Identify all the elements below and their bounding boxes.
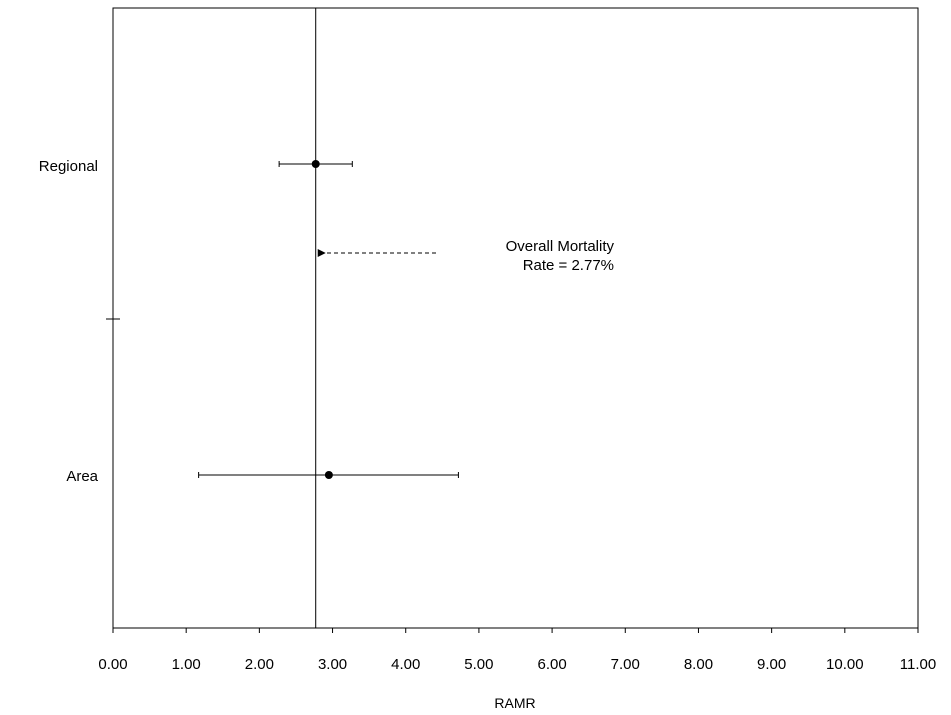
- plot-area-frame: [112, 7, 919, 629]
- x-tick-label-8: 8.00: [684, 656, 713, 673]
- x-tick-label-2: 2.00: [245, 656, 274, 673]
- data-point-regional: [311, 160, 320, 168]
- x-tick-label-7: 7.00: [611, 656, 640, 673]
- x-axis-title: RAMR: [494, 695, 535, 711]
- data-series: [198, 160, 459, 479]
- x-tick-label-10: 10.00: [826, 656, 864, 673]
- category-label-area: Area: [66, 468, 98, 485]
- data-point-area: [324, 471, 333, 479]
- category-label-regional: Regional: [39, 158, 98, 175]
- x-axis-ticks: [112, 628, 919, 633]
- x-tick-label-9: 9.00: [757, 656, 786, 673]
- x-tick-label-11: 11.00: [900, 656, 936, 673]
- x-tick-label-6: 6.00: [537, 656, 566, 673]
- x-tick-label-4: 4.00: [391, 656, 420, 673]
- annotation-line2: Rate = 2.77%: [523, 257, 614, 274]
- x-tick-label-0: 0.00: [98, 656, 127, 673]
- x-tick-label-3: 3.00: [318, 656, 347, 673]
- x-axis-tick-labels: 0.00 1.00 2.00 3.00 4.00 5.00 6.00 7.00 8.00 9.00…: [98, 656, 936, 673]
- x-tick-label-1: 1.00: [172, 656, 201, 673]
- x-tick-label-5: 5.00: [464, 656, 493, 673]
- annotation-line1: Overall Mortality: [506, 238, 615, 255]
